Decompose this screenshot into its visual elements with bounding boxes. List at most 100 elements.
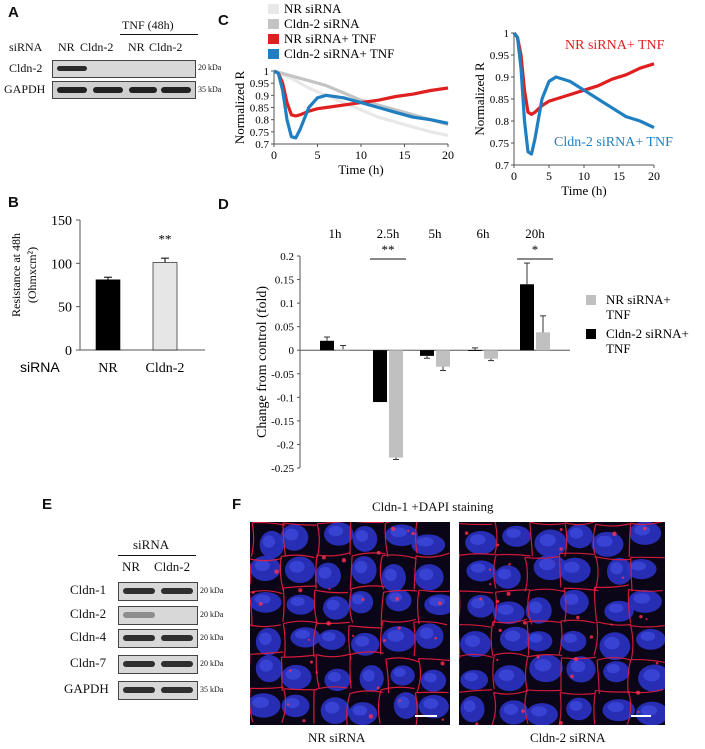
nucleus-highlight	[608, 603, 624, 613]
panel-label-a: A	[8, 4, 19, 21]
chart-b: siRNA 0 50 100 150 Resistance at 48h (Ohmxcm²…	[9, 214, 205, 376]
membrane-dot	[309, 660, 314, 664]
membrane-dot	[411, 532, 415, 536]
y-tick-label: -0.2	[277, 439, 294, 451]
membrane-segment	[384, 522, 419, 557]
legend-swatch	[268, 49, 279, 59]
membrane-segment	[280, 654, 315, 692]
membrane-dot	[536, 655, 540, 659]
nucleus-highlight	[464, 635, 481, 647]
blot-band	[57, 66, 87, 71]
series-line-nr-sirna-tnf	[512, 32, 655, 117]
membrane-segment	[416, 589, 450, 625]
blot-band	[123, 588, 155, 594]
nucleus-highlight	[504, 630, 521, 642]
membrane-dot	[434, 636, 437, 640]
lane-label: Cldn-2	[154, 559, 191, 574]
membrane-dot	[637, 710, 640, 714]
membrane-dot	[589, 635, 594, 639]
nucleus-highlight	[606, 663, 620, 674]
kda-label: 20 kDa	[200, 659, 224, 668]
nucleus-highlight	[419, 627, 434, 639]
x-tick-label: 0	[511, 169, 517, 183]
nucleus-highlight	[285, 697, 300, 709]
nucleus-highlight	[393, 667, 406, 678]
image-caption: Cldn-2 siRNA	[530, 730, 606, 745]
membrane-segment	[563, 587, 599, 623]
x-tick-label: 10	[355, 148, 367, 162]
blot-band	[161, 635, 193, 641]
membrane-dot	[621, 576, 625, 579]
nucleus-highlight	[355, 636, 370, 647]
x-tick-label: NR	[98, 361, 118, 376]
membrane-dot	[352, 634, 355, 637]
blot-band	[161, 87, 191, 93]
micrograph-cldn2-sirna	[459, 522, 665, 725]
bar	[484, 350, 498, 359]
nucleus-highlight	[324, 701, 340, 714]
blot-band	[129, 87, 157, 93]
y-tick-label: -0.15	[271, 416, 294, 428]
nucleus-highlight	[352, 705, 368, 716]
series-line-cldn-2-sirna-tnf	[273, 69, 449, 140]
nucleus-highlight	[262, 535, 275, 548]
membrane-segment	[379, 618, 417, 655]
nucleus-highlight	[464, 672, 479, 682]
y-tick-label: -0.25	[271, 463, 294, 475]
membrane-segment	[524, 555, 560, 592]
membrane-segment	[524, 689, 562, 724]
membrane-dot	[341, 558, 347, 563]
membrane-segment	[279, 554, 315, 591]
blot-band	[161, 661, 193, 667]
membrane-segment	[593, 621, 632, 656]
kda-label: 35 kDa	[200, 685, 224, 694]
blot-name: Cldn-4	[70, 629, 107, 644]
membrane-segment	[349, 522, 384, 555]
blot-name: Cldn-2	[70, 606, 107, 621]
membrane-segment	[459, 653, 493, 683]
western-blot-strip	[118, 582, 198, 601]
membrane-dot	[441, 718, 445, 721]
membrane-dot	[496, 543, 500, 547]
membrane-segment	[459, 590, 494, 620]
kda-label: 20 kDa	[200, 633, 224, 642]
nucleus-highlight	[252, 696, 270, 708]
nucleus-highlight	[640, 705, 658, 717]
membrane-segment	[592, 523, 631, 559]
membrane-segment	[493, 522, 498, 556]
membrane-segment	[630, 624, 665, 660]
y-tick-label: 0.75	[490, 138, 510, 150]
nucleus-highlight	[259, 659, 273, 672]
nucleus-highlight	[569, 700, 583, 712]
nucleus-highlight	[564, 561, 580, 573]
nucleus-highlight	[384, 568, 397, 582]
y-tick-label: 0.85	[250, 103, 270, 115]
legend-swatch	[586, 329, 596, 339]
y-axis-label: Change from control (fold)	[255, 286, 270, 438]
series-line-nr-sirna	[273, 69, 449, 138]
membrane-dot	[558, 720, 563, 725]
y-tick-label: 100	[51, 257, 72, 272]
nucleus-highlight	[321, 632, 336, 642]
x-tick-label: 20	[648, 169, 660, 183]
nucleus-highlight	[418, 568, 434, 581]
legend-swatch	[586, 295, 596, 305]
membrane-segment	[459, 553, 494, 564]
nucleus-highlight	[506, 528, 521, 539]
membrane-dot	[521, 709, 525, 713]
membrane-segment	[627, 658, 665, 694]
nucleus-highlight	[570, 660, 586, 673]
nucleus-highlight	[289, 560, 305, 573]
treatment-label: TNF (48h)	[122, 18, 174, 32]
membrane-segment	[385, 657, 420, 694]
nucleus-highlight	[596, 535, 613, 547]
membrane-dot	[376, 686, 380, 690]
membrane-dot	[495, 599, 500, 604]
panel-label-f: F	[232, 496, 242, 513]
scale-bar	[631, 715, 651, 717]
nucleus-highlight	[498, 669, 515, 681]
membrane-segment	[250, 651, 284, 668]
membrane-dot	[315, 671, 318, 674]
blot-name: GAPDH	[64, 681, 109, 696]
membrane-dot	[326, 621, 331, 626]
